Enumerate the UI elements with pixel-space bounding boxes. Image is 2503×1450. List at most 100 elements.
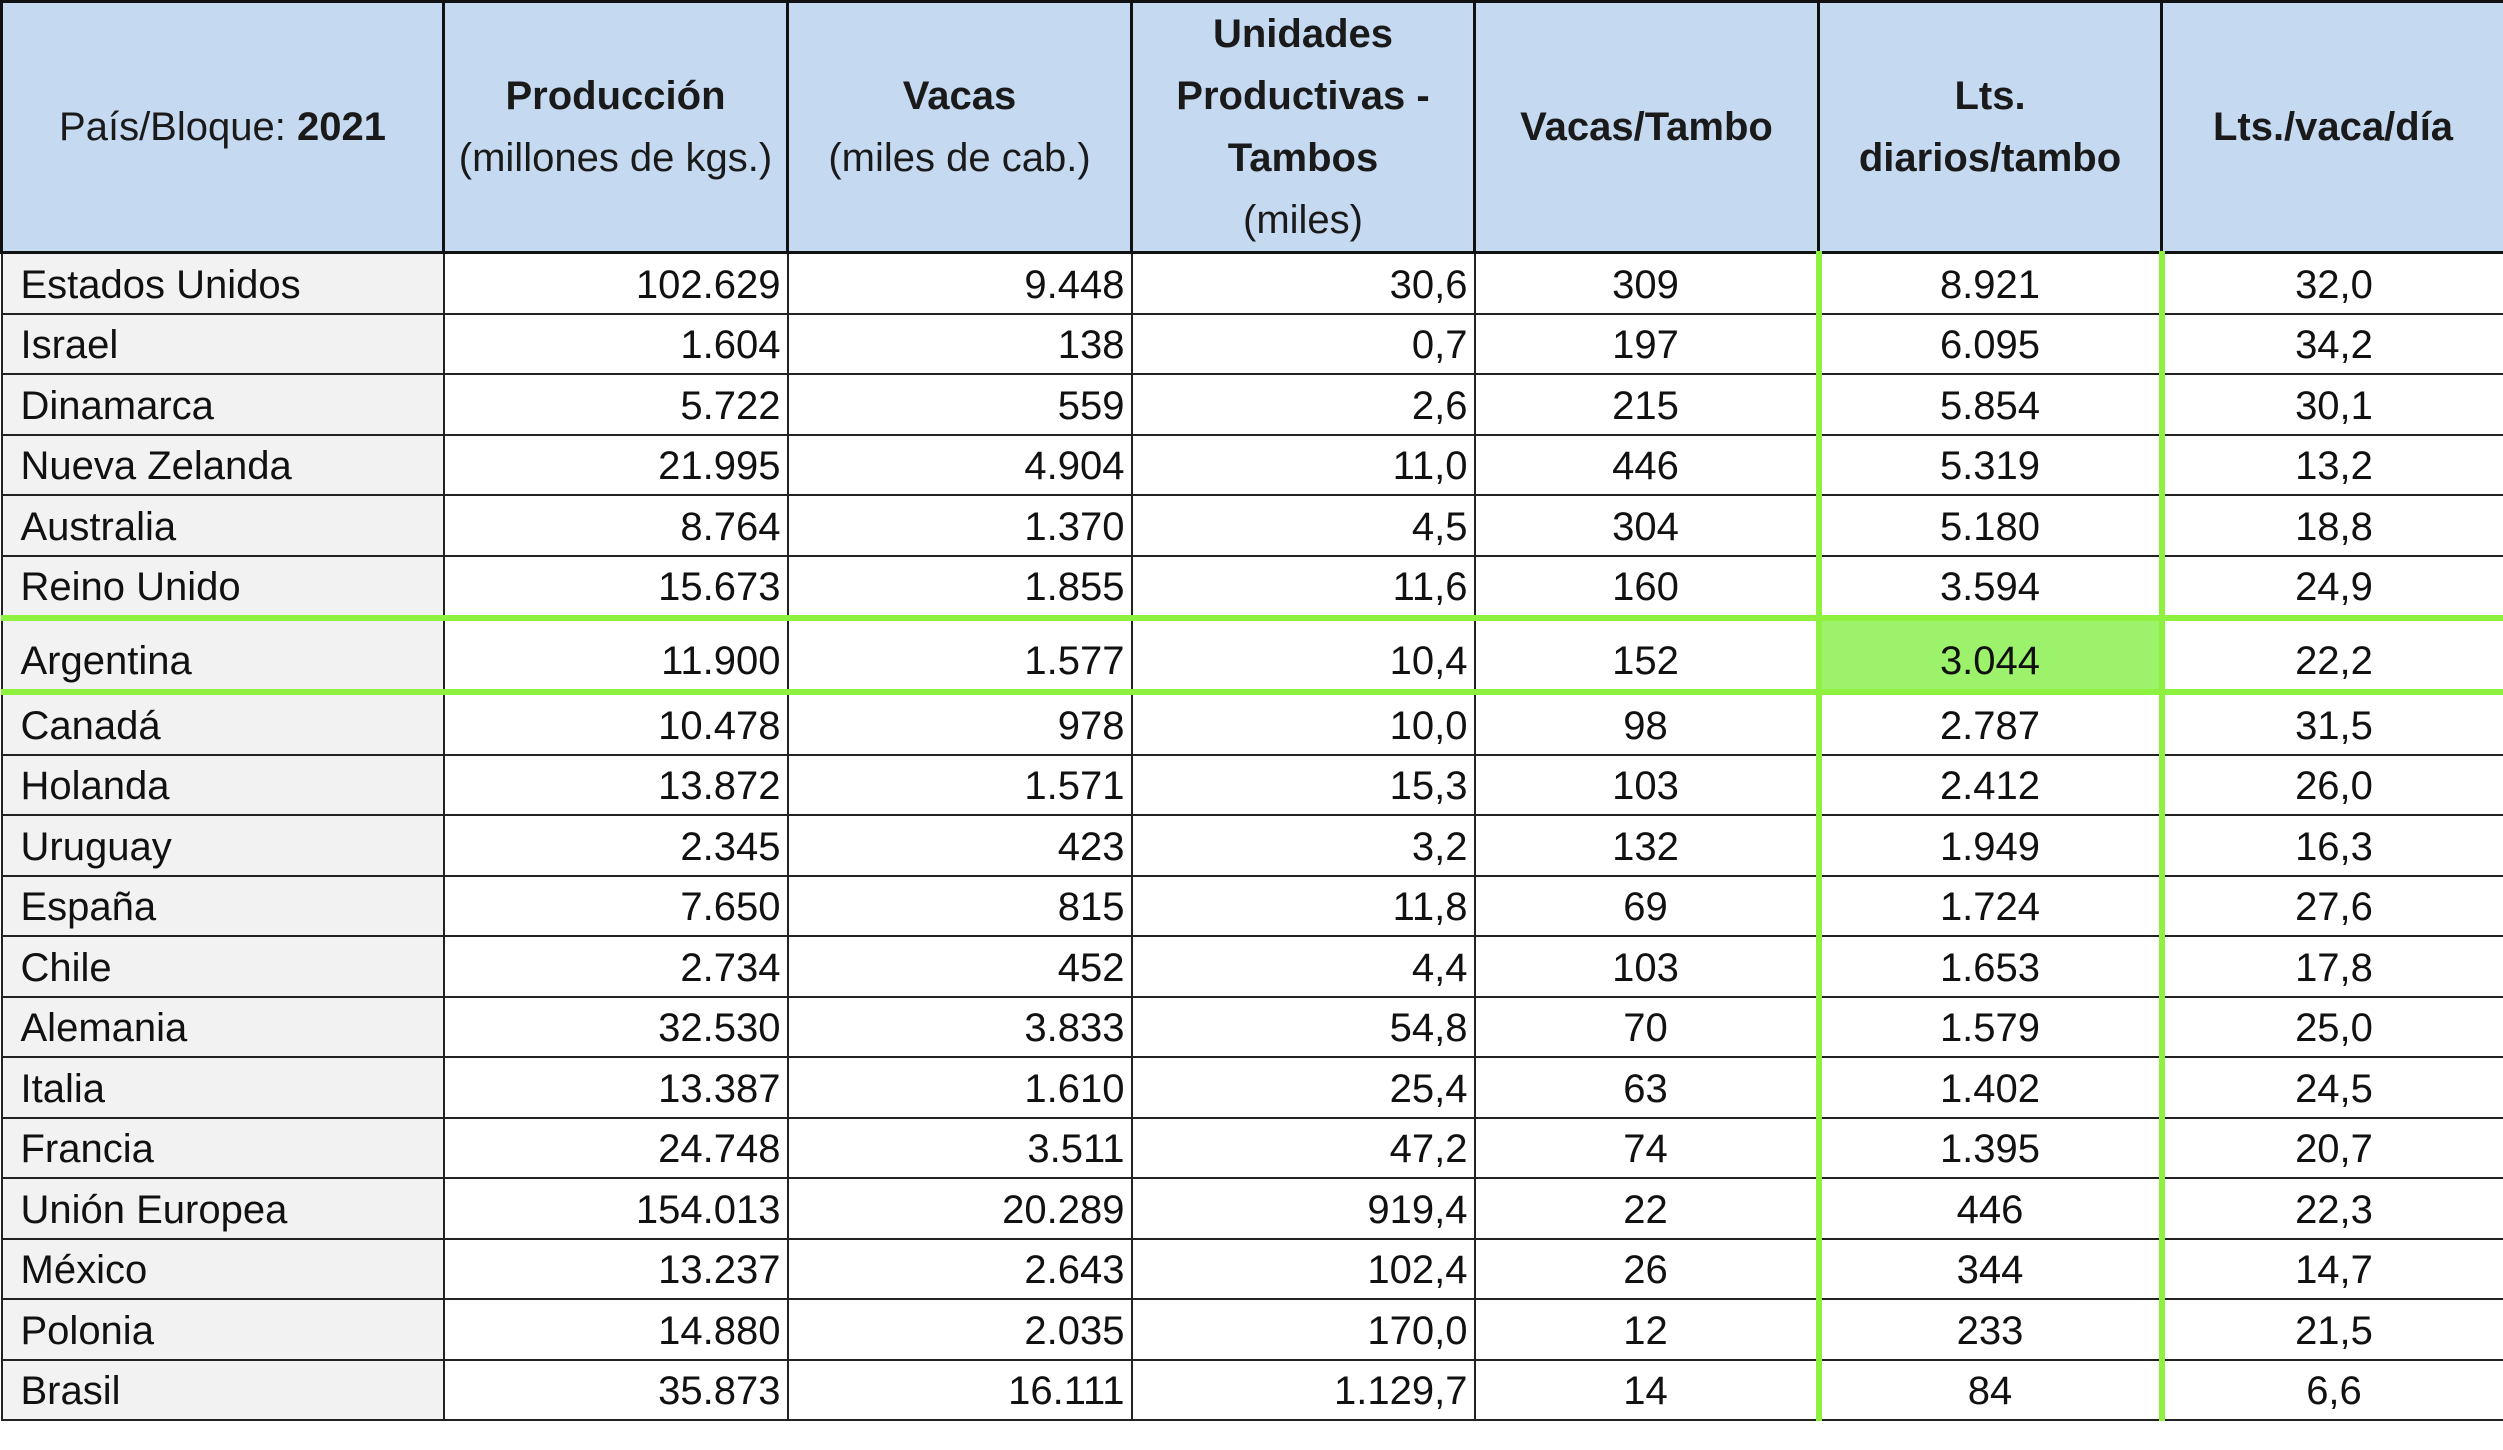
cell-liters-per-farm: 84 [1815,1358,2165,1421]
cell-production: 13.872 [442,753,789,816]
cell-cows: 138 [786,312,1133,375]
cell-country: Australia [0,494,445,557]
table-body: Estados Unidos 102.629 9.448 30,6 309 8.921 32… [0,251,2503,1421]
table-row: Uruguay 2.345 423 3,2 132 1.949 16,3 [0,814,2503,877]
table-row: México 13.237 2.643 102,4 26 344 14,7 [0,1237,2503,1300]
header-production-title: Producción [505,74,726,118]
cell-liters-per-cow: 13,2 [2160,433,2503,496]
cell-cows: 16.111 [786,1358,1133,1421]
cell-production: 11.900 [442,615,789,695]
header-units-title-1: Unidades [1212,12,1394,56]
cell-cows: 1.610 [786,1056,1133,1119]
cell-country: Alemania [0,995,445,1058]
table-row: España 7.650 815 11,8 69 1.724 27,6 [0,874,2503,937]
cell-cows: 423 [786,814,1133,877]
cell-units: 1.129,7 [1130,1358,1476,1421]
header-liters-per-farm-title-2: diarios/tambo [1858,136,2122,180]
table-row: Francia 24.748 3.511 47,2 74 1.395 20,7 [0,1116,2503,1179]
table-row: Nueva Zelanda 21.995 4.904 11,0 446 5.319 13,2 [0,433,2503,496]
cell-units: 47,2 [1130,1116,1476,1179]
cell-units: 11,6 [1130,554,1476,619]
table-row: Reino Unido 15.673 1.855 11,6 160 3.594 24,9 [0,554,2503,619]
cell-cows-per-farm: 103 [1473,935,1820,998]
cell-country: Estados Unidos [0,251,445,315]
cell-units: 2,6 [1130,373,1476,436]
cell-cows: 2.035 [786,1298,1133,1361]
cell-cows: 9.448 [786,251,1133,315]
cell-country: Chile [0,935,445,998]
cell-liters-per-cow: 22,3 [2160,1177,2503,1240]
cell-country: Polonia [0,1298,445,1361]
cell-cows: 978 [786,691,1133,756]
cell-country: Nueva Zelanda [0,433,445,496]
cell-units: 0,7 [1130,312,1476,375]
cell-production: 14.880 [442,1298,789,1361]
table-row: Unión Europea 154.013 20.289 919,4 22 446 22,3 [0,1177,2503,1240]
cell-liters-per-cow: 17,8 [2160,935,2503,998]
cell-cows-per-farm: 103 [1473,753,1820,816]
cell-cows-per-farm: 63 [1473,1056,1820,1119]
cell-cows-per-farm: 132 [1473,814,1820,877]
cell-production: 7.650 [442,874,789,937]
cell-liters-per-farm: 6.095 [1815,312,2165,375]
cell-units: 25,4 [1130,1056,1476,1119]
cell-units: 10,0 [1130,691,1476,756]
header-units-unit: (miles) [1243,198,1363,242]
table-row: Israel 1.604 138 0,7 197 6.095 34,2 [0,312,2503,375]
table-row: Chile 2.734 452 4,4 103 1.653 17,8 [0,935,2503,998]
header-production: Producción (millones de kgs.) [442,0,789,254]
cell-cows-per-farm: 160 [1473,554,1820,619]
table-row: Polonia 14.880 2.035 170,0 12 233 21,5 [0,1298,2503,1361]
header-cows-per-farm: Vacas/Tambo [1473,0,1820,254]
table-row: Australia 8.764 1.370 4,5 304 5.180 18,8 [0,494,2503,557]
cell-cows-per-farm: 197 [1473,312,1820,375]
cell-production: 24.748 [442,1116,789,1179]
cell-cows: 3.511 [786,1116,1133,1179]
header-row: País/Bloque: 2021 Producción (millones d… [0,0,2503,254]
cell-liters-per-cow: 6,6 [2160,1358,2503,1421]
cell-liters-per-cow: 16,3 [2160,814,2503,877]
cell-cows: 1.571 [786,753,1133,816]
cell-country: Israel [0,312,445,375]
cell-production: 8.764 [442,494,789,557]
cell-production: 154.013 [442,1177,789,1240]
header-units-title-3: Tambos [1227,136,1379,180]
cell-liters-per-farm: 5.854 [1815,373,2165,436]
cell-cows-per-farm: 22 [1473,1177,1820,1240]
cell-cows-per-farm: 69 [1473,874,1820,937]
table-row: Canadá 10.478 978 10,0 98 2.787 31,5 [0,691,2503,756]
cell-liters-per-farm: 1.402 [1815,1056,2165,1119]
cell-liters-per-cow: 22,2 [2160,615,2503,695]
cell-liters-per-farm: 1.395 [1815,1116,2165,1179]
cell-country: Uruguay [0,814,445,877]
cell-country: Reino Unido [0,554,445,619]
cell-production: 2.734 [442,935,789,998]
cell-production: 32.530 [442,995,789,1058]
cell-liters-per-cow: 34,2 [2160,312,2503,375]
header-production-unit: (millones de kgs.) [458,136,773,180]
cell-cows: 452 [786,935,1133,998]
header-units-title-2: Productivas - [1176,74,1430,118]
table-row: Holanda 13.872 1.571 15,3 103 2.412 26,0 [0,753,2503,816]
cell-country: Italia [0,1056,445,1119]
table-header: País/Bloque: 2021 Producción (millones d… [0,0,2503,254]
header-units: Unidades Productivas - Tambos (miles) [1130,0,1476,254]
cell-liters-per-farm: 3.044 [1815,615,2165,695]
cell-country: Dinamarca [0,373,445,436]
cell-liters-per-cow: 24,9 [2160,554,2503,619]
table-row: Italia 13.387 1.610 25,4 63 1.402 24,5 [0,1056,2503,1119]
cell-cows: 4.904 [786,433,1133,496]
cell-cows-per-farm: 14 [1473,1358,1820,1421]
table-row: Estados Unidos 102.629 9.448 30,6 309 8.921 32… [0,251,2503,315]
cell-production: 5.722 [442,373,789,436]
cell-liters-per-cow: 21,5 [2160,1298,2503,1361]
cell-units: 4,5 [1130,494,1476,557]
cell-liters-per-farm: 5.319 [1815,433,2165,496]
cell-cows-per-farm: 74 [1473,1116,1820,1179]
table-row: Brasil 35.873 16.111 1.129,7 14 84 6,6 [0,1358,2503,1421]
cell-cows-per-farm: 152 [1473,615,1820,695]
header-cows-unit: (miles de cab.) [828,136,1091,180]
cell-cows-per-farm: 70 [1473,995,1820,1058]
